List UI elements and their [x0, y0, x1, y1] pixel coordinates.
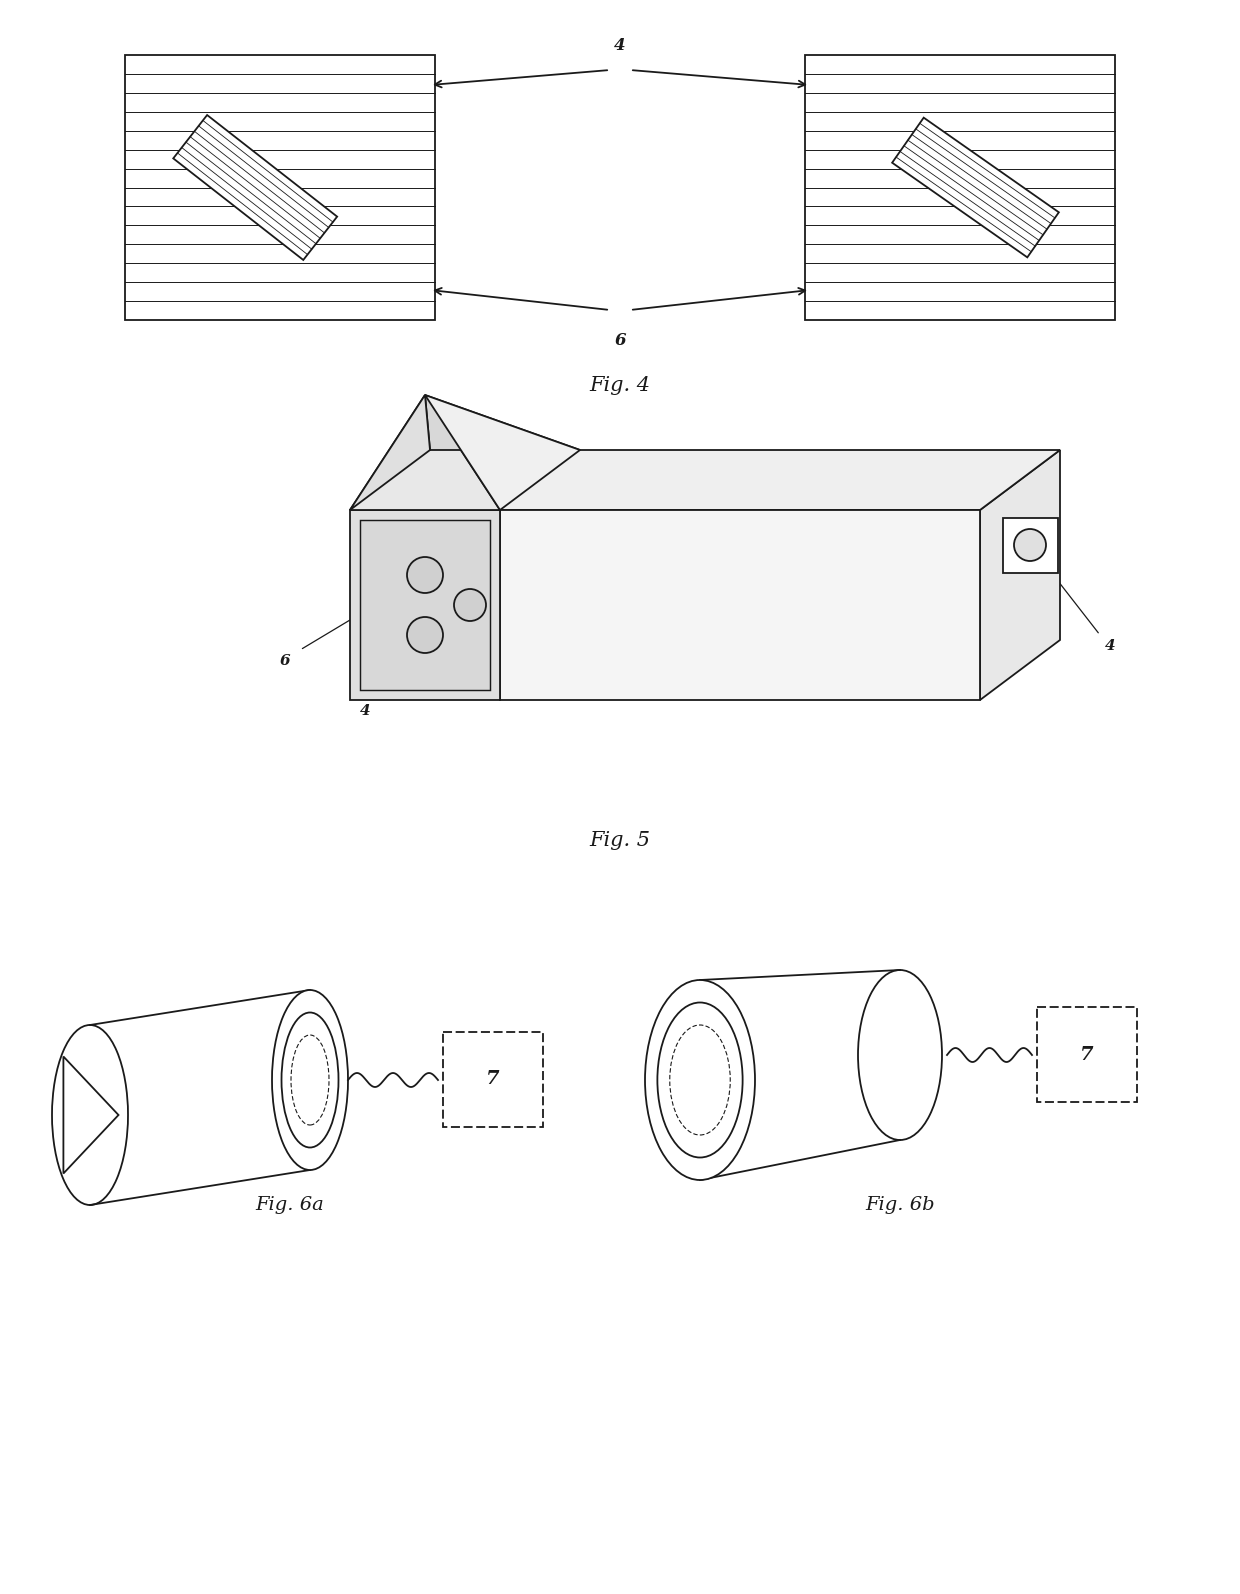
Text: 7: 7: [486, 1071, 500, 1089]
Text: 6: 6: [280, 654, 290, 668]
Polygon shape: [980, 450, 1060, 700]
Circle shape: [407, 617, 443, 654]
Ellipse shape: [645, 980, 755, 1180]
Ellipse shape: [52, 1025, 128, 1205]
Polygon shape: [500, 510, 980, 700]
Polygon shape: [350, 450, 1060, 510]
Text: Fig. 6b: Fig. 6b: [866, 1196, 935, 1215]
Polygon shape: [174, 115, 337, 260]
Text: 4: 4: [614, 37, 626, 54]
Text: 4: 4: [1105, 639, 1115, 654]
Polygon shape: [1002, 518, 1058, 572]
Circle shape: [407, 556, 443, 593]
Text: Fig. 6a: Fig. 6a: [255, 1196, 325, 1215]
Polygon shape: [1037, 1007, 1137, 1101]
Polygon shape: [425, 395, 580, 510]
Circle shape: [1014, 529, 1047, 561]
Polygon shape: [407, 595, 482, 646]
Text: Fig. 4: Fig. 4: [589, 376, 651, 394]
Polygon shape: [125, 56, 435, 320]
Text: 7: 7: [1080, 1046, 1094, 1063]
Ellipse shape: [858, 971, 942, 1140]
Polygon shape: [350, 510, 500, 700]
Polygon shape: [443, 1031, 543, 1127]
Polygon shape: [425, 395, 580, 450]
Ellipse shape: [272, 990, 348, 1170]
Polygon shape: [350, 395, 430, 510]
Text: 4: 4: [360, 705, 371, 717]
Circle shape: [454, 590, 486, 622]
Text: 6: 6: [614, 332, 626, 349]
Polygon shape: [892, 118, 1059, 257]
Polygon shape: [360, 520, 490, 690]
Text: Fig. 5: Fig. 5: [589, 830, 651, 850]
Polygon shape: [350, 395, 500, 510]
Polygon shape: [805, 56, 1115, 320]
